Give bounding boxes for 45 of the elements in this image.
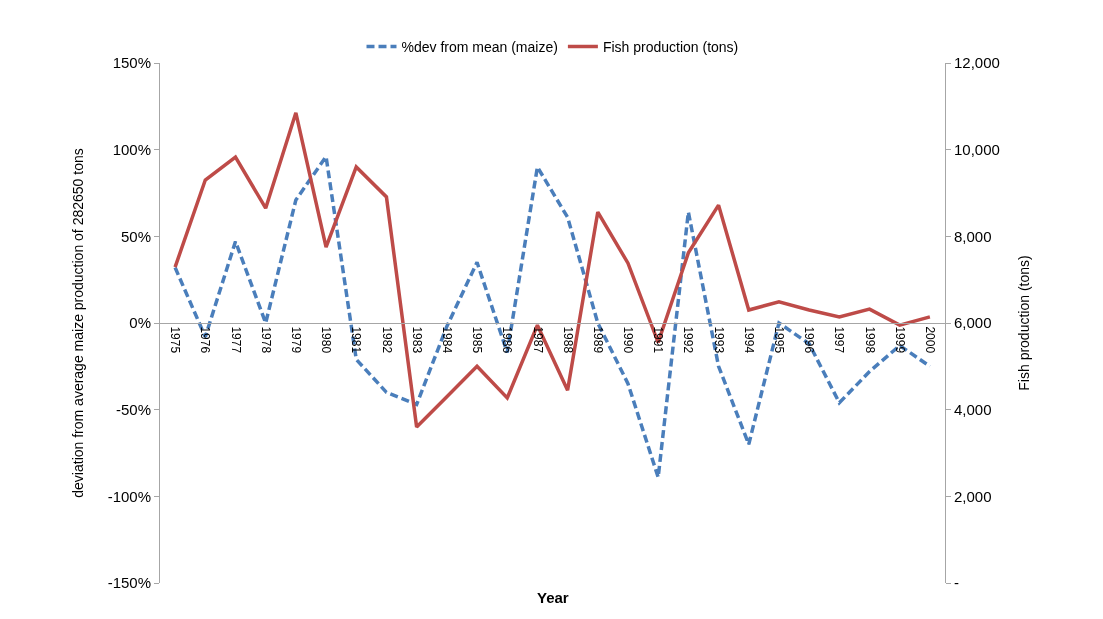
x-tick-label: 1982 — [379, 326, 394, 354]
y-tick-label: 50% — [120, 227, 151, 245]
y-tick-label: -150% — [107, 574, 151, 592]
x-tick-label: 1984 — [439, 326, 454, 354]
y-axis-title: deviation from average maize production of 282650 tons — [70, 148, 87, 498]
x-tick-label: 1994 — [741, 326, 756, 354]
x-tick-label: 1978 — [258, 326, 273, 354]
x-tick-label: 1995 — [772, 326, 787, 354]
x-tick-label: 1983 — [409, 326, 424, 354]
x-tick-label: 1996 — [802, 326, 817, 354]
x-tick-label: 1993 — [711, 326, 726, 354]
x-tick-label: 1988 — [560, 326, 575, 354]
x-tick-label: 1975 — [168, 326, 183, 354]
y2-tick-label: 10,000 — [954, 140, 1000, 158]
y2-tick-label: 6,000 — [954, 314, 992, 332]
x-tick-label: 1986 — [500, 326, 515, 354]
x-tick-label: 1977 — [228, 326, 243, 354]
x-tick-label: 1998 — [862, 326, 877, 354]
x-tick-label: 1992 — [681, 326, 696, 354]
y-tick-label: 150% — [112, 54, 151, 72]
legend-label: Fish production (tons) — [602, 39, 739, 56]
y-tick-label: 100% — [112, 140, 151, 158]
y2-tick-label: 4,000 — [954, 400, 992, 418]
x-tick-label: 1989 — [590, 326, 605, 354]
y-tick-label: -50% — [115, 400, 151, 418]
x-tick-label: 1991 — [651, 326, 666, 354]
y2-tick-label: 12,000 — [954, 54, 1000, 72]
y2-tick-label: 8,000 — [954, 227, 992, 245]
x-tick-label: 1985 — [470, 326, 485, 354]
x-tick-label: 1981 — [349, 326, 364, 354]
y2-axis-title: Fish production (tons) — [1016, 255, 1033, 391]
x-tick-label: 2000 — [923, 326, 937, 354]
x-tick-label: 1987 — [530, 326, 545, 354]
y2-tick-label: - — [954, 574, 959, 592]
x-tick-label: 1990 — [621, 326, 636, 354]
x-axis-title: Year — [537, 589, 569, 606]
x-tick-label: 1997 — [832, 326, 847, 354]
x-tick-label: 1979 — [288, 326, 303, 354]
x-tick-label: 1980 — [319, 326, 334, 354]
x-tick-label: 1999 — [892, 326, 907, 354]
y2-tick-label: 2,000 — [954, 487, 992, 505]
y-tick-label: 0% — [129, 314, 151, 332]
x-tick-label: 1976 — [198, 326, 213, 354]
legend-label: %dev from mean (maize) — [401, 39, 558, 56]
y-tick-label: -100% — [107, 487, 151, 505]
